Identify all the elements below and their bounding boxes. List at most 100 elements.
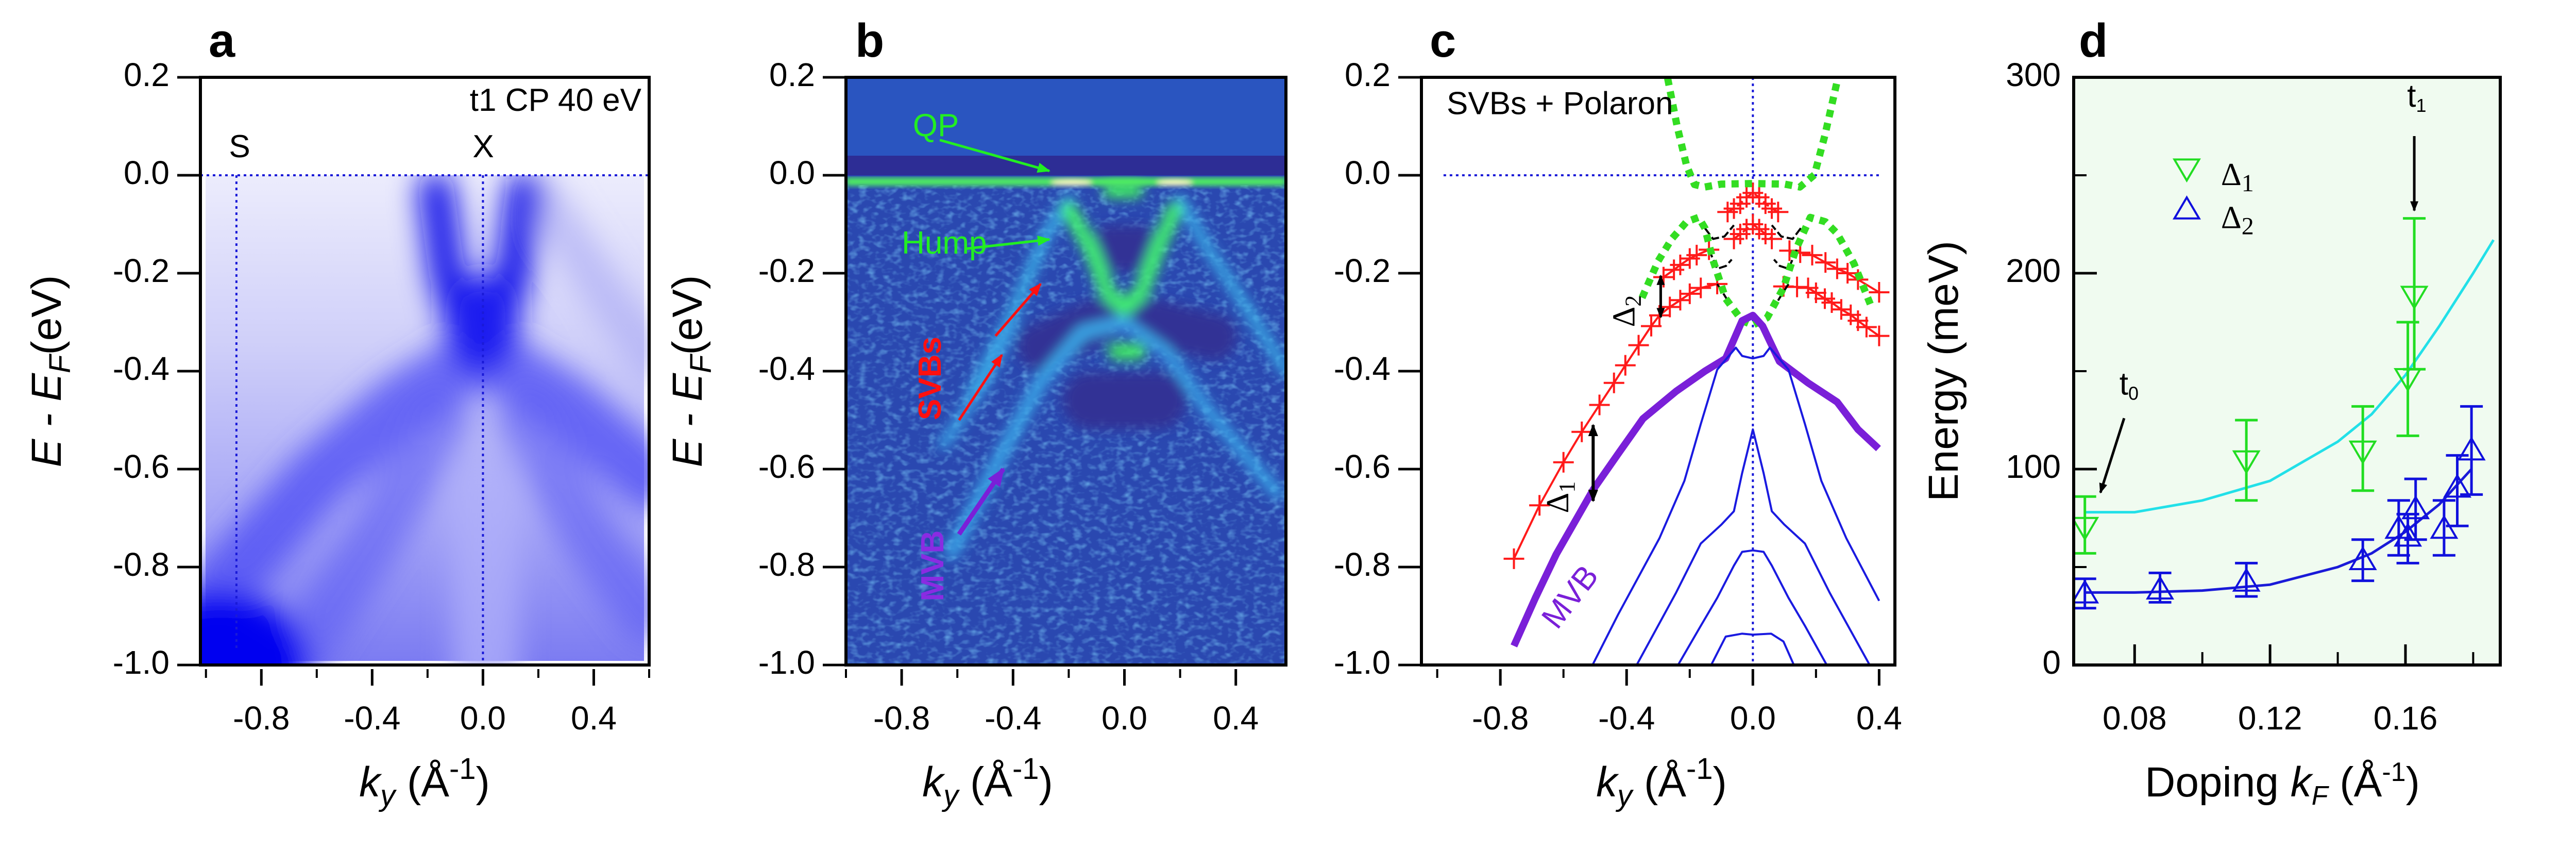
qp-hot-spot (1156, 179, 1193, 186)
svb-marker (1856, 317, 1877, 338)
svb-marker (1761, 228, 1783, 250)
band-outer-left (200, 330, 500, 637)
svb-marker (1837, 263, 1858, 284)
t0-arrow (2099, 418, 2126, 494)
delta2-marker (2384, 514, 2413, 539)
faint-band-right (523, 179, 649, 381)
y-tick-label: -0.4 (758, 350, 815, 387)
x-tick-label: 0.12 (2238, 700, 2302, 737)
fit-curve (2084, 468, 2472, 594)
svb-marker (1869, 282, 1890, 303)
delta2-marker (2443, 473, 2472, 498)
svb-marker (1768, 202, 1789, 223)
error-bar (2404, 477, 2427, 541)
dark-band (846, 156, 1286, 175)
hump-band (1061, 202, 1182, 318)
intensity-features (200, 172, 649, 665)
qp-arrow (939, 139, 1050, 173)
x-tick-label: 0.4 (571, 700, 617, 737)
panel-label-d: d (2079, 14, 2108, 67)
band-outer-right (466, 330, 649, 510)
svb-marker (1690, 277, 1711, 298)
svb-marker (1503, 548, 1524, 569)
band-line (1710, 633, 1795, 665)
band-line (1636, 428, 1871, 665)
x-tick-label: -0.4 (985, 700, 1041, 737)
panel-b-x-axis-title: ky (Å-1) (922, 752, 1053, 812)
qp-hot-spot (1050, 179, 1092, 186)
panel-b-hump-label: Hump (902, 225, 987, 261)
plot-area (2074, 217, 2495, 610)
y-tick-label: -0.8 (113, 546, 170, 583)
x-tick-label: 0.4 (1213, 700, 1259, 737)
svb-marker (1679, 283, 1700, 304)
mvb-band-right (1118, 317, 1283, 500)
y-tick-label: -0.6 (758, 448, 815, 485)
svb-marker (1628, 335, 1649, 356)
panel-a-x-point-label: X (472, 129, 494, 164)
x-tick-label: 0.08 (2103, 700, 2167, 737)
band-lower-left (257, 392, 470, 665)
svb-marker (1571, 421, 1592, 442)
legend-marker-delta2 (2172, 195, 2201, 220)
y-tick-label: 100 (2006, 448, 2061, 485)
panel-b-y-axis-title: E - EF(eV) (664, 275, 718, 468)
above-fermi-region (200, 77, 649, 175)
delta2-marker (2232, 568, 2261, 592)
x-tick-label: 0.16 (2374, 700, 2438, 737)
x-tick-label: -0.4 (1598, 700, 1655, 737)
y-tick-label: 0.0 (1345, 154, 1391, 191)
y-tick-label: 0.2 (124, 56, 170, 93)
plot-area (1443, 77, 1890, 665)
y-tick-label: -1.0 (113, 644, 170, 681)
plot-frame (1420, 76, 1896, 667)
y-tick-label: -0.2 (758, 252, 815, 289)
connector-line (1773, 249, 1798, 270)
y-tick-label: 300 (2006, 56, 2061, 93)
y-tick-label: 0 (2042, 644, 2061, 681)
y-tick-label: -0.6 (113, 448, 170, 485)
panel-b-second-derivative-map: 0.2 0.0 -0.2 -0.4 -0.6 -0.8 -1.0 -0.8 -0.4 0.0 0.4 (758, 56, 1287, 737)
panel-b-qp-label: QP (913, 108, 959, 143)
svb-marker (1589, 394, 1610, 415)
x-tick-label: -0.8 (233, 700, 290, 737)
svb-marker (1869, 325, 1890, 346)
svb-marker (1553, 452, 1574, 473)
y-tick-label: -0.8 (758, 546, 815, 583)
x-tick-label: -0.8 (1472, 700, 1529, 737)
svb-marker (1826, 258, 1848, 279)
connector-line (1708, 249, 1733, 270)
intensity-crossing (447, 276, 519, 369)
y-tick-label: -0.2 (113, 252, 170, 289)
x-tick-label: -0.4 (344, 700, 400, 737)
svb-marker (1831, 299, 1852, 320)
svb-arrow (958, 354, 1003, 421)
delta1-marker (2074, 517, 2099, 541)
x-tick-label: 0.4 (1856, 700, 1902, 737)
y-tick-label: 200 (2006, 252, 2061, 289)
panel-c-title: SVBs + Polaron (1447, 86, 1673, 121)
y-tick-label: 0.0 (124, 154, 170, 191)
svb-line (1663, 248, 1709, 278)
error-bar (2235, 419, 2258, 502)
x-tick-label: -0.8 (873, 700, 930, 737)
panel-a-x-axis-title: ky (Å-1) (359, 752, 490, 812)
svb-marker (1529, 495, 1550, 516)
polaron-dotted-line (1664, 77, 1841, 191)
connector-line (1771, 224, 1802, 240)
mvb-arrow (957, 468, 1006, 536)
error-bar (2460, 405, 2483, 496)
dark-region-right (1129, 299, 1237, 360)
panel-d-gap-vs-doping: 0 100 200 300 0.08 0.12 0.16 (2006, 56, 2502, 737)
svb-marker (1802, 244, 1823, 265)
hump-arrow (965, 236, 1051, 250)
delta2-marker (2430, 514, 2459, 539)
t0-label: t0 (2120, 367, 2139, 404)
error-bar (2351, 405, 2375, 492)
panel-b-mvb-label: MVB (915, 530, 951, 602)
panel-c-delta2-label: Δ2 (1607, 295, 1646, 327)
polaron-dotted-line (1638, 213, 1874, 329)
band-line (1591, 346, 1880, 665)
y-tick-label: 0.2 (769, 56, 815, 93)
band-line (1677, 549, 1828, 665)
